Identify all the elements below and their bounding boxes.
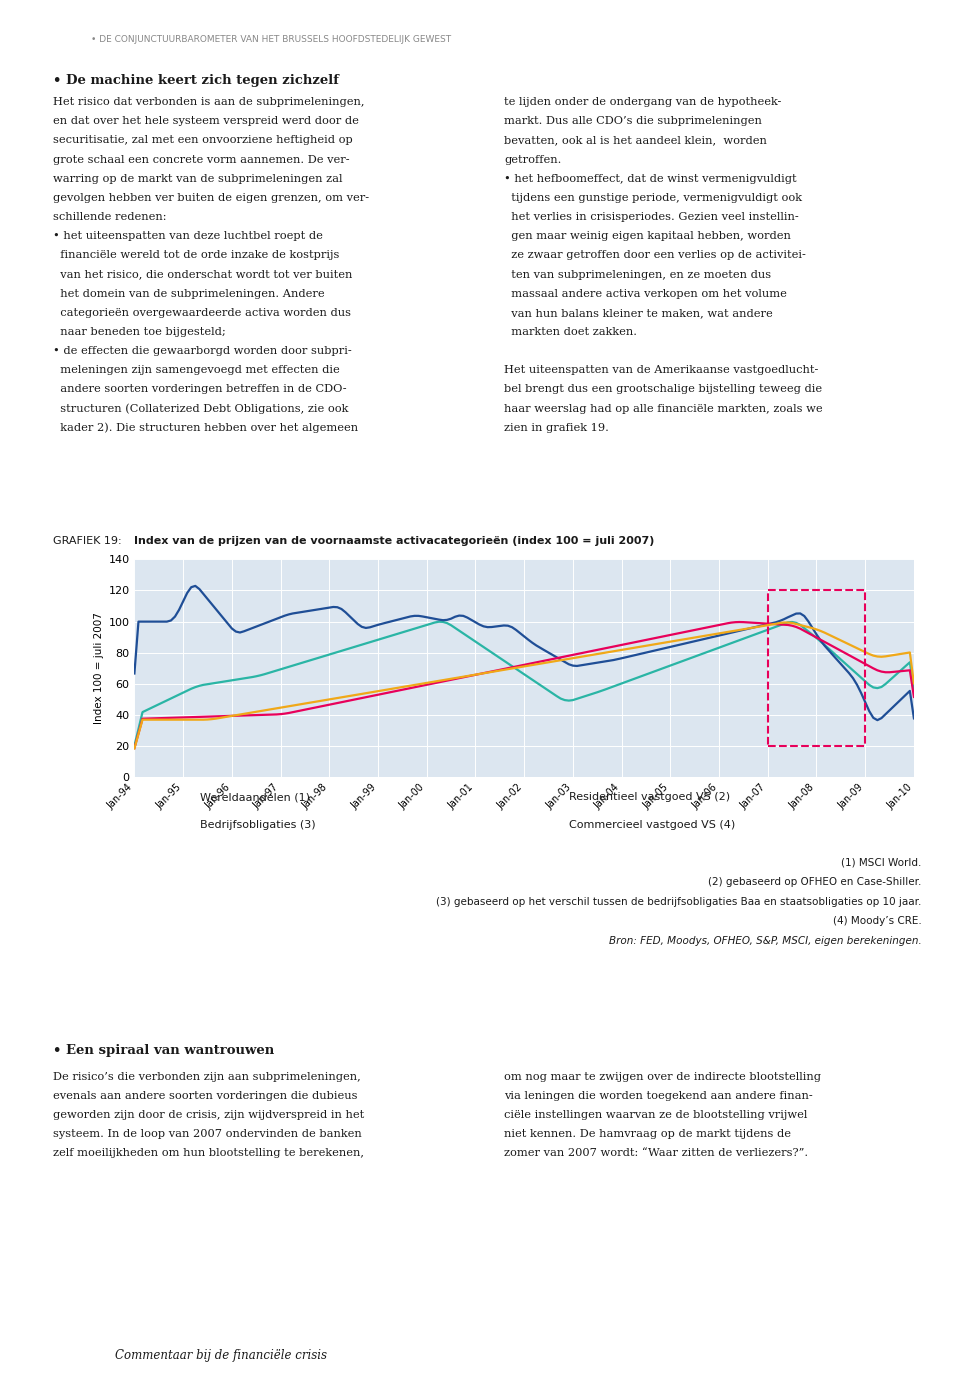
Text: kader 2). Die structuren hebben over het algemeen: kader 2). Die structuren hebben over het… [53,423,358,433]
Text: het verlies in crisisperiodes. Gezien veel instellin-: het verlies in crisisperiodes. Gezien ve… [504,212,799,222]
Text: warring op de markt van de subprimeleningen zal: warring op de markt van de subprimelenin… [53,174,343,183]
Text: zien in grafiek 19.: zien in grafiek 19. [504,423,609,433]
Text: ciële instellingen waarvan ze de blootstelling vrijwel: ciële instellingen waarvan ze de blootst… [504,1110,807,1120]
Text: • De machine keert zich tegen zichzelf: • De machine keert zich tegen zichzelf [53,74,339,86]
Text: van het risico, die onderschat wordt tot ver buiten: van het risico, die onderschat wordt tot… [53,269,352,279]
Text: markten doet zakken.: markten doet zakken. [504,328,637,337]
Text: via leningen die worden toegekend aan andere finan-: via leningen die worden toegekend aan an… [504,1091,813,1101]
Text: (4) Moody’s CRE.: (4) Moody’s CRE. [833,916,922,926]
Text: GRAFIEK 19:: GRAFIEK 19: [53,536,125,545]
Text: • het uiteenspatten van deze luchtbel roept de: • het uiteenspatten van deze luchtbel ro… [53,232,323,242]
Text: 3: 3 [50,31,58,44]
Bar [768,590,865,747]
Text: en dat over het hele systeem verspreid werd door de: en dat over het hele systeem verspreid w… [53,117,359,126]
Text: • het hefboomeffect, dat de winst vermenigvuldigt: • het hefboomeffect, dat de winst vermen… [504,174,797,183]
Text: (2) gebaseerd op OFHEO en Case-Shiller.: (2) gebaseerd op OFHEO en Case-Shiller. [708,877,922,887]
Text: (3) gebaseerd op het verschil tussen de bedrijfsobligaties Baa en staatsobligati: (3) gebaseerd op het verschil tussen de … [436,897,922,906]
Text: Residentieel vastgoed VS (2): Residentieel vastgoed VS (2) [569,793,731,802]
Text: massaal andere activa verkopen om het volume: massaal andere activa verkopen om het vo… [504,289,787,298]
Text: ten van subprimeleningen, en ze moeten dus: ten van subprimeleningen, en ze moeten d… [504,269,771,279]
Text: Commercieel vastgoed VS (4): Commercieel vastgoed VS (4) [569,820,735,830]
Text: markt. Dus alle CDO’s die subprimeleningen: markt. Dus alle CDO’s die subprimelening… [504,117,762,126]
Text: Bedrijfsobligaties (3): Bedrijfsobligaties (3) [200,820,315,830]
Text: ze zwaar getroffen door een verlies op de activitei-: ze zwaar getroffen door een verlies op d… [504,250,805,261]
Text: securitisatie, zal met een onvoorziene heftigheid op: securitisatie, zal met een onvoorziene h… [53,136,352,146]
Text: De risico’s die verbonden zijn aan subprimeleningen,: De risico’s die verbonden zijn aan subpr… [53,1072,361,1081]
Text: bevatten, ook al is het aandeel klein,  worden: bevatten, ook al is het aandeel klein, w… [504,136,767,146]
Text: Het uiteenspatten van de Amerikaanse vastgoedlucht-: Het uiteenspatten van de Amerikaanse vas… [504,365,818,375]
Text: andere soorten vorderingen betreffen in de CDO-: andere soorten vorderingen betreffen in … [53,384,347,394]
Text: systeem. In de loop van 2007 ondervinden de banken: systeem. In de loop van 2007 ondervinden… [53,1128,362,1140]
Text: grote schaal een concrete vorm aannemen. De ver-: grote schaal een concrete vorm aannemen.… [53,154,349,165]
Text: gevolgen hebben ver buiten de eigen grenzen, om ver-: gevolgen hebben ver buiten de eigen gren… [53,193,369,203]
Text: 36: 36 [45,1348,62,1362]
Text: • DE CONJUNCTUURBAROMETER VAN HET BRUSSELS HOOFDSTEDELIJK GEWEST: • DE CONJUNCTUURBAROMETER VAN HET BRUSSE… [91,35,451,44]
Text: tijdens een gunstige periode, vermenigvuldigt ook: tijdens een gunstige periode, vermenigvu… [504,193,802,203]
Text: Wereldaandelen (1): Wereldaandelen (1) [200,793,310,802]
Text: Het risico dat verbonden is aan de subprimeleningen,: Het risico dat verbonden is aan de subpr… [53,97,364,107]
Text: zomer van 2007 wordt: “Waar zitten de verliezers?”.: zomer van 2007 wordt: “Waar zitten de ve… [504,1148,808,1158]
Text: evenals aan andere soorten vorderingen die dubieus: evenals aan andere soorten vorderingen d… [53,1091,357,1101]
Text: getroffen.: getroffen. [504,154,562,165]
Text: niet kennen. De hamvraag op de markt tijdens de: niet kennen. De hamvraag op de markt tij… [504,1128,791,1140]
Text: om nog maar te zwijgen over de indirecte blootstelling: om nog maar te zwijgen over de indirecte… [504,1072,821,1081]
Text: bel brengt dus een grootschalige bijstelling teweeg die: bel brengt dus een grootschalige bijstel… [504,384,822,394]
Text: • Een spiraal van wantrouwen: • Een spiraal van wantrouwen [53,1044,274,1056]
Text: Bron: FED, Moodys, OFHEO, S&P, MSCI, eigen berekeningen.: Bron: FED, Moodys, OFHEO, S&P, MSCI, eig… [609,936,922,945]
Text: (1) MSCI World.: (1) MSCI World. [841,858,922,868]
Text: haar weerslag had op alle financiële markten, zoals we: haar weerslag had op alle financiële mar… [504,404,823,414]
Text: gen maar weinig eigen kapitaal hebben, worden: gen maar weinig eigen kapitaal hebben, w… [504,232,791,242]
Text: categorieën overgewaardeerde activa worden dus: categorieën overgewaardeerde activa word… [53,308,350,318]
Text: • de effecten die gewaarborgd worden door subpri-: • de effecten die gewaarborgd worden doo… [53,346,351,357]
Text: schillende redenen:: schillende redenen: [53,212,166,222]
Text: geworden zijn door de crisis, zijn wijdverspreid in het: geworden zijn door de crisis, zijn wijdv… [53,1110,364,1120]
Text: van hun balans kleiner te maken, wat andere: van hun balans kleiner te maken, wat and… [504,308,773,318]
Text: het domein van de subprimeleningen. Andere: het domein van de subprimeleningen. Ande… [53,289,324,298]
Y-axis label: Index 100 = juli 2007: Index 100 = juli 2007 [94,612,105,725]
Text: structuren (Collaterized Debt Obligations, zie ook: structuren (Collaterized Debt Obligation… [53,404,348,414]
Text: Index van de prijzen van de voornaamste activacategorieën (index 100 = juli 2007: Index van de prijzen van de voornaamste … [134,536,655,545]
Text: Commentaar bij de financiële crisis: Commentaar bij de financiële crisis [115,1349,327,1362]
Text: te lijden onder de ondergang van de hypotheek-: te lijden onder de ondergang van de hypo… [504,97,781,107]
Text: meleningen zijn samengevoegd met effecten die: meleningen zijn samengevoegd met effecte… [53,365,340,375]
Text: financiële wereld tot de orde inzake de kostprijs: financiële wereld tot de orde inzake de … [53,250,339,261]
Text: naar beneden toe bijgesteld;: naar beneden toe bijgesteld; [53,328,226,337]
Text: zelf moeilijkheden om hun blootstelling te berekenen,: zelf moeilijkheden om hun blootstelling … [53,1148,364,1158]
